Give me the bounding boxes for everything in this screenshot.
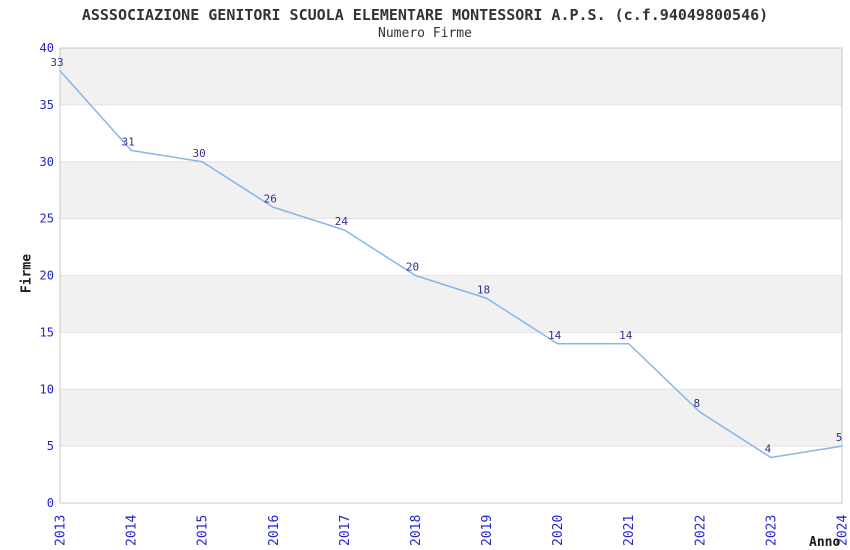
point-label: 20: [406, 261, 419, 274]
plot-band: [60, 48, 842, 105]
y-tick-label: 0: [47, 496, 54, 510]
x-tick-label: 2019: [480, 515, 495, 546]
x-tick-label: 2024: [836, 515, 850, 546]
point-label: 4: [765, 443, 772, 456]
plot-band: [60, 161, 842, 219]
point-label: 33: [50, 56, 63, 69]
point-label: 18: [477, 283, 490, 296]
x-tick-label: 2016: [267, 515, 282, 546]
point-label: 24: [335, 215, 349, 228]
point-label: 30: [193, 147, 206, 160]
y-tick-label: 20: [40, 269, 54, 283]
y-tick-label: 15: [40, 325, 54, 339]
series-line: [59, 70, 843, 459]
x-tick-label: 2021: [622, 515, 637, 546]
y-tick-label: 35: [40, 98, 54, 112]
point-label: 14: [619, 329, 633, 342]
x-tick-label: 2023: [764, 515, 779, 546]
chart-subtitle: Numero Firme: [378, 26, 472, 41]
x-tick-label: 2018: [409, 515, 424, 546]
x-tick-label: 2022: [693, 515, 708, 546]
plot-border: [59, 47, 843, 504]
point-label: 8: [694, 397, 701, 410]
plot-band: [60, 275, 842, 333]
y-tick-label: 10: [40, 382, 54, 396]
y-tick-label: 5: [47, 439, 54, 453]
y-tick-label: 40: [40, 41, 54, 55]
plot-band: [60, 389, 842, 447]
x-tick-label: 2017: [338, 515, 353, 546]
y-tick-label: 30: [40, 155, 54, 169]
point-label: 5: [836, 431, 843, 444]
x-tick-label: 2013: [54, 515, 69, 546]
point-label: 14: [548, 329, 562, 342]
point-label: 26: [264, 192, 277, 205]
x-tick-label: 2014: [125, 515, 140, 546]
point-label: 31: [121, 135, 134, 148]
y-tick-label: 25: [40, 212, 54, 226]
x-tick-label: 2020: [551, 515, 566, 546]
x-tick-label: 2015: [196, 515, 211, 546]
x-axis-label: Anno: [809, 535, 841, 550]
chart-title: ASSSOCIAZIONE GENITORI SCUOLA ELEMENTARE…: [81, 6, 769, 24]
